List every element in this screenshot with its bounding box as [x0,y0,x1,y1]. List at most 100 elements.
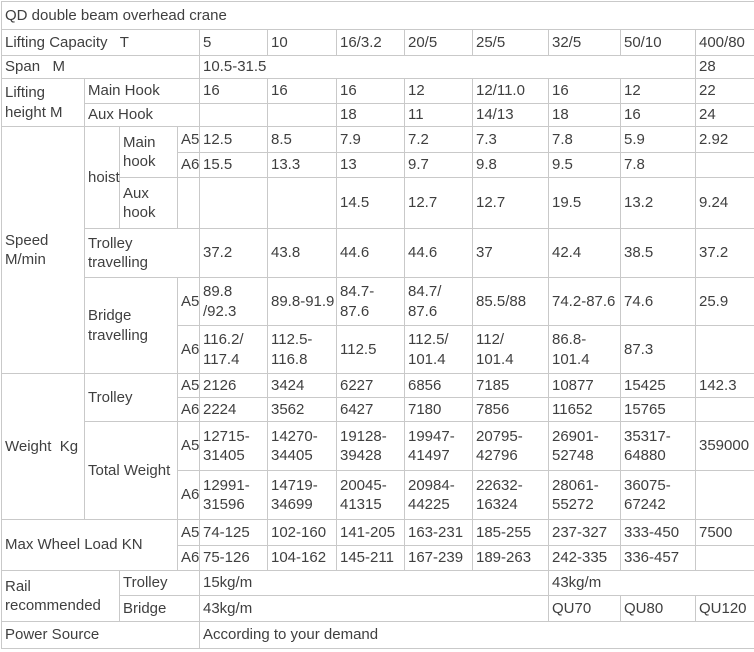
table-row: Weight Kg Trolley A5 2126 3424 6227 6856… [1,373,754,520]
total-weight-a5-cell: 35317- 64880 [620,421,696,471]
row-label-max-wheel-load: Max Wheel Load KN [1,519,178,571]
row-label-power-source: Power Source [1,621,200,649]
bridge-travel-a5-cell: 85.5/88 [472,277,549,326]
table-row: Total Weight A5 12715- 31405 14270- 3440… [2,421,754,520]
bridge-travel-a6-cell: 86.8- 101.4 [548,325,621,374]
speed-main-a6-cell: 13.3 [267,152,337,178]
row-label-main-hook: Main Hook [84,78,200,104]
wheel-load-a6-cell: 189-263 [472,545,549,571]
aux-hook-value-cell [267,103,337,127]
speed-aux-cell [199,177,268,229]
row-label-hoist-aux-hook: Aux hook [119,177,178,229]
power-source-value-cell: According to your demand [198,621,754,649]
bridge-travel-a6-cell: 112.5 [336,325,405,374]
speed-main-a6-cell [694,152,754,178]
table-row: A6 15.5 13.3 13 9.7 9.8 9.5 7.8 [2,152,754,178]
bridge-travel-a6-cell: 112/ 101.4 [472,325,549,374]
capacity-value-cell: 50/10 [620,29,696,56]
trolley-travel-cell: 37 [472,228,549,278]
speed-main-a5-cell: 7.3 [472,126,549,153]
weight-trolley-a5-cell: 142.3 [694,373,754,398]
total-weight-a5-cell: 26901- 52748 [548,421,621,471]
bridge-travel-a5-cell: 74.2-87.6 [548,277,621,326]
empty-grade-cell [177,177,200,229]
rail-trolley-left-cell: 15kg/m [199,570,549,596]
table-row: Max Wheel Load KN A5 74-125 102-160 141-… [1,519,754,571]
weight-trolley-a6-cell: 15765 [620,397,696,422]
wheel-load-a6-cell: 75-126 [199,545,268,571]
wheel-load-a6-cell: 104-162 [267,545,337,571]
aux-hook-value-cell: 18 [548,103,621,127]
row-label-lifting-height: Lifting height M [1,78,85,127]
table-row: A6 75-126 104-162 145-211 167-239 189-26… [2,545,754,571]
row-label-weight-trolley: Trolley [84,373,178,422]
table-row: A6 116.2/ 117.4 112.5- 116.8 112.5 112.5… [2,325,754,374]
table-row: Power Source According to your demand [1,621,754,649]
total-weight-a5-cell: 14270- 34405 [267,421,337,471]
rail-bridge-qu120-cell: QU120 [694,595,754,622]
main-hook-value-cell: 12 [404,78,473,104]
capacity-value-cell: 32/5 [548,29,621,56]
speed-aux-cell: 13.2 [620,177,696,229]
bridge-travel-a5-cell: 89.8 /92.3 [199,277,268,326]
aux-hook-value-cell: 18 [336,103,405,127]
wheel-load-a6-cell: 167-239 [404,545,473,571]
main-hook-value-cell: 12 [620,78,696,104]
main-hook-value-cell: 16 [199,78,268,104]
table-row: Rail recommended Trolley 15kg/m 43kg/m [1,570,754,622]
weight-trolley-a5-cell: 10877 [548,373,621,398]
capacity-value-cell: 16/3.2 [336,29,405,56]
speed-main-a5-cell: 7.2 [404,126,473,153]
bridge-travel-a6-cell: 116.2/ 117.4 [199,325,268,374]
capacity-value-cell: 20/5 [404,29,473,56]
trolley-travel-cell: 38.5 [620,228,696,278]
speed-aux-cell: 9.24 [694,177,754,229]
total-weight-a6-cell: 14719- 34699 [267,470,337,520]
rail-bridge-qu80-cell: QU80 [620,595,696,622]
speed-main-a5-cell: 12.5 [199,126,268,153]
speed-aux-cell: 19.5 [548,177,621,229]
bridge-travel-a5-cell: 74.6 [620,277,696,326]
row-label-speed: Speed M/min [1,126,85,374]
wheel-load-a5-cell: 7500 [694,519,754,546]
speed-main-a6-cell: 9.7 [404,152,473,178]
speed-main-a6-cell: 13 [336,152,405,178]
bridge-travel-a5-cell: 84.7/ 87.6 [404,277,473,326]
weight-trolley-a6-cell: 2224 [199,397,268,422]
weight-trolley-a5-cell: 15425 [620,373,696,398]
table-row: Speed M/min hoist Main hook A5 12.5 8.5 … [1,126,754,374]
total-weight-a6-cell: 12991- 31596 [199,470,268,520]
wheel-load-a6-cell: 145-211 [336,545,405,571]
wheel-load-a5-cell: 102-160 [267,519,337,546]
trolley-travel-cell: 44.6 [404,228,473,278]
grade-a5-label: A5 [177,519,200,546]
speed-aux-cell [267,177,337,229]
row-label-lifting-capacity: Lifting Capacity T [1,29,200,56]
wheel-load-a6-cell [694,545,754,571]
total-weight-a6-cell: 22632- 16324 [472,470,549,520]
weight-trolley-a6-cell [694,397,754,422]
weight-trolley-a6-cell: 3562 [267,397,337,422]
main-hook-value-cell: 22 [694,78,754,104]
total-weight-a6-cell: 36075- 67242 [620,470,696,520]
speed-aux-cell: 12.7 [404,177,473,229]
capacity-value-cell: 10 [267,29,337,56]
speed-main-a6-cell: 9.8 [472,152,549,178]
wheel-load-a5-cell: 141-205 [336,519,405,546]
table-row: Bridge travelling A5 89.8 /92.3 89.8-91.… [2,277,754,374]
weight-trolley-a5-cell: 6856 [404,373,473,398]
capacity-value-cell: 25/5 [472,29,549,56]
page-title: QD double beam overhead crane [0,1,754,30]
capacity-value-cell: 5 [199,29,268,56]
weight-trolley-a6-cell: 7856 [472,397,549,422]
total-weight-a6-cell: 28061- 55272 [548,470,621,520]
speed-main-a5-cell: 2.92 [694,126,754,153]
table-row: Lifting Capacity T 5 10 16/3.2 20/5 25/5… [1,29,754,56]
weight-trolley-a6-cell: 11652 [548,397,621,422]
speed-main-a6-cell: 15.5 [199,152,268,178]
trolley-travel-cell: 37.2 [694,228,754,278]
main-hook-value-cell: 16 [336,78,405,104]
wheel-load-a5-cell: 163-231 [404,519,473,546]
speed-main-a5-cell: 7.8 [548,126,621,153]
grade-a6-label: A6 [177,397,200,422]
